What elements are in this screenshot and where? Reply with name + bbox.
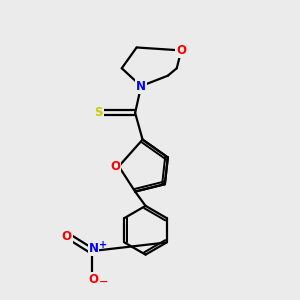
Text: O: O — [62, 230, 72, 243]
Text: −: − — [99, 277, 109, 287]
Text: +: + — [99, 239, 107, 250]
Text: S: S — [94, 106, 103, 119]
Text: O: O — [88, 273, 98, 286]
Text: O: O — [176, 44, 186, 57]
Text: N: N — [136, 80, 146, 93]
Text: O: O — [110, 160, 120, 173]
Text: N: N — [88, 242, 98, 255]
